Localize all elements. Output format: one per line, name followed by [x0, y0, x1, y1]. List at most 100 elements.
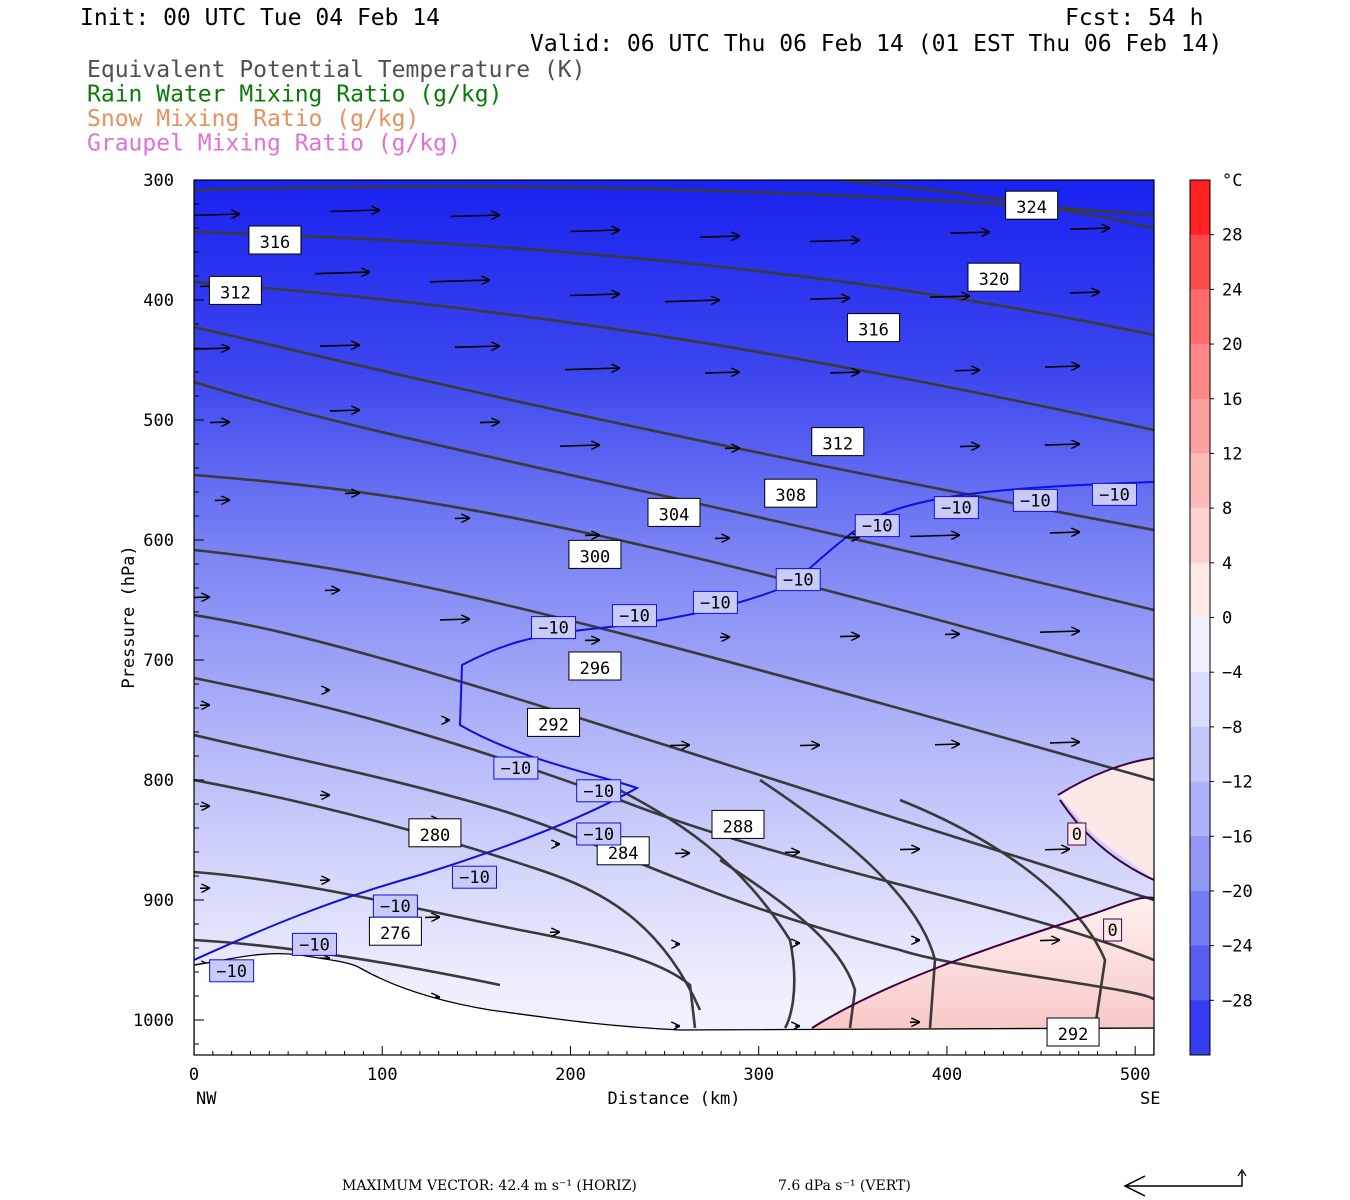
temperature-label-text: −10: [583, 782, 614, 802]
wind-vector: [1039, 940, 1060, 941]
theta-e-contour: [194, 280, 1154, 432]
theta-e-label-text: 312: [822, 435, 853, 455]
wind-vector: [564, 368, 620, 370]
temperature-label-box: [854, 514, 900, 538]
x-tick-label: 100: [367, 1065, 398, 1085]
x-tick-label: 0: [189, 1065, 199, 1085]
wind-vector: [809, 240, 860, 242]
colorbar-tick-label: −8: [1222, 718, 1242, 738]
temperature-label-box: [493, 756, 539, 780]
theta-e-label-box: [647, 497, 701, 527]
theta-e-contour: [194, 870, 697, 1029]
temperature-label-box: [531, 616, 577, 640]
y-tick-label: 800: [143, 771, 174, 791]
colorbar-segment: [1190, 562, 1210, 618]
temperature-label-text: −10: [583, 825, 614, 845]
colorbar-segment: [1190, 398, 1210, 454]
theta-e-label: 324: [1005, 190, 1059, 220]
y-axis-label: Pressure (hPa): [119, 545, 139, 688]
theta-e-label-box: [811, 427, 865, 457]
x-axis: 0 100 200 300 400 500: [189, 1046, 1151, 1085]
colorbar-tick-label: −4: [1222, 663, 1242, 683]
theta-e-label-text: 316: [260, 233, 291, 253]
temperature-label-text: 0: [1072, 825, 1082, 845]
theta-e-label-box: [368, 916, 422, 946]
theta-e-label-box: [1005, 190, 1059, 220]
theta-e-label-box: [248, 225, 302, 255]
field-legend: Equivalent Potential Temperature (K)Rain…: [87, 57, 586, 157]
wind-vector: [1069, 292, 1100, 293]
theta-e-contour: [194, 613, 1154, 902]
x-tick-label: 500: [1120, 1065, 1151, 1085]
wind-vector: [439, 619, 470, 620]
colorbar-segment: [1190, 180, 1210, 236]
temperature-label: −10: [1012, 488, 1058, 512]
theta-e-label-box: [568, 539, 622, 569]
theta-e-label-text: 288: [723, 817, 754, 837]
theta-e-label-text: 312: [220, 283, 251, 303]
theta-e-label: 308: [764, 478, 818, 508]
wind-vector: [194, 214, 240, 220]
colorbar-segment: [1190, 781, 1210, 837]
theta-e-contour: [194, 380, 1154, 612]
x-axis-left-label: NW: [196, 1089, 217, 1109]
temperature-label: 0: [1103, 918, 1123, 942]
wind-vector: [1044, 366, 1080, 367]
plot-area: 324 316 320 312 316 312 308 304 300 296 292 288 280 2…: [194, 180, 1154, 1055]
wind-vector: [839, 636, 860, 637]
temperature-label-box: [576, 822, 622, 846]
temperature-label: −10: [692, 590, 738, 614]
theta-e-contour: [194, 185, 1154, 217]
theta-e-label: 304: [647, 497, 701, 527]
colorbar-segment: [1190, 1000, 1210, 1056]
temperature-label: −10: [372, 894, 418, 918]
wind-vector: [1039, 631, 1080, 632]
temperature-label: −10: [933, 496, 979, 520]
theta-e-contours: [194, 180, 1154, 1029]
temperature-label: −10: [854, 514, 900, 538]
temperature-label-text: −10: [501, 759, 532, 779]
theta-e-label: 300: [568, 539, 622, 569]
colorbar-tick-label: −16: [1222, 827, 1253, 847]
temperature-label-box: [576, 779, 622, 803]
x-tick-label: 300: [743, 1065, 774, 1085]
theta-e-label-text: 300: [580, 547, 611, 567]
theta-e-label-text: 316: [858, 321, 889, 341]
colorbar-tick-label: −28: [1222, 991, 1253, 1011]
temperature-label: −10: [1091, 482, 1137, 506]
temperature-label-text: −10: [380, 897, 411, 917]
temperature-label: −10: [291, 932, 337, 956]
legend-line: Graupel Mixing Ratio (g/kg): [87, 131, 461, 157]
theta-e-contour: [599, 778, 796, 1029]
temperature-label-text: −10: [459, 868, 490, 888]
wind-vector: [449, 215, 500, 217]
wind-vector: [314, 272, 370, 274]
terrain: [194, 952, 1154, 1055]
temperature-label-box: [775, 568, 821, 592]
theta-e-label: 320: [967, 262, 1021, 292]
colorbar-tick-label: 24: [1222, 280, 1242, 300]
temperature-label-text: −10: [941, 499, 972, 519]
temperature-label: −10: [493, 756, 539, 780]
x-tick-label: 400: [932, 1065, 963, 1085]
legend-line: Snow Mixing Ratio (g/kg): [87, 106, 419, 132]
theta-e-label-box: [527, 707, 581, 737]
temperature-label-text: 0: [1107, 921, 1117, 941]
wind-vector: [664, 300, 720, 302]
max-vector-label: MAXIMUM VECTOR: 42.4 m s⁻¹ (HORIZ): [342, 1178, 637, 1194]
colorbar-segment: [1190, 508, 1210, 564]
theta-e-contour: [839, 180, 1154, 230]
valid-time: Valid: 06 UTC Thu 06 Feb 14 (01 EST Thu …: [530, 31, 1222, 57]
colorbar-segment: [1190, 617, 1210, 673]
theta-e-contour: [194, 548, 1154, 782]
temperature-label: −10: [451, 865, 497, 889]
theta-e-label-text: 296: [580, 659, 611, 679]
y-tick-label: 700: [143, 651, 174, 671]
wind-vector: [954, 370, 980, 371]
y-tick-label: 600: [143, 531, 174, 551]
vertical-vector-label: 7.6 dPa s⁻¹ (VERT): [778, 1178, 911, 1194]
y-axis: 300 400 500 600 700 800 900 1000: [133, 171, 204, 1045]
theta-e-label-box: [967, 262, 1021, 292]
theta-e-contour: [759, 778, 937, 1029]
